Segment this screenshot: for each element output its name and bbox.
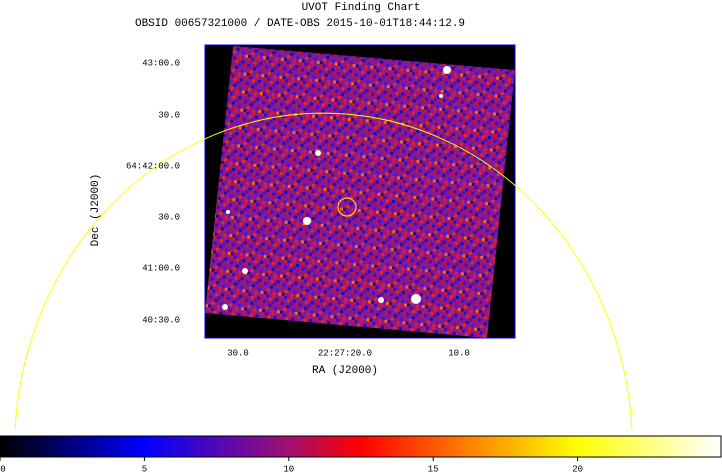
y-tick-label: 40:30.0 xyxy=(142,315,180,325)
y-axis-label: Dec (J2000) xyxy=(90,174,102,247)
x-axis-label: RA (J2000) xyxy=(312,365,378,377)
colorbar-tick-label: 10 xyxy=(283,464,294,474)
y-tick-label: 30.0 xyxy=(158,212,180,222)
colorbar-tick-label: 0 xyxy=(0,464,5,474)
chart-title: UVOT Finding Chart xyxy=(302,2,421,14)
x-tick-label: 30.0 xyxy=(227,348,249,358)
error-circle xyxy=(14,112,633,431)
chart-subtitle: OBSID 00657321000 / DATE-OBS 2015-10-01T… xyxy=(135,18,465,30)
sky-image xyxy=(205,46,515,338)
y-tick-label: 43:00.0 xyxy=(142,58,180,68)
colorbar-tick-label: 5 xyxy=(142,464,147,474)
y-tick-label: 41:00.0 xyxy=(142,263,180,273)
x-tick-label: 22:27:20.0 xyxy=(318,348,372,358)
source-circle xyxy=(337,197,357,217)
colorbar xyxy=(0,435,722,458)
y-tick-label: 30.0 xyxy=(158,110,180,120)
x-tick-label: 10.0 xyxy=(448,348,470,358)
stars xyxy=(222,66,451,310)
colorbar-tick-label: 20 xyxy=(572,464,583,474)
y-tick-label: 64:42:00.0 xyxy=(126,161,180,171)
colorbar-tick-label: 15 xyxy=(428,464,439,474)
